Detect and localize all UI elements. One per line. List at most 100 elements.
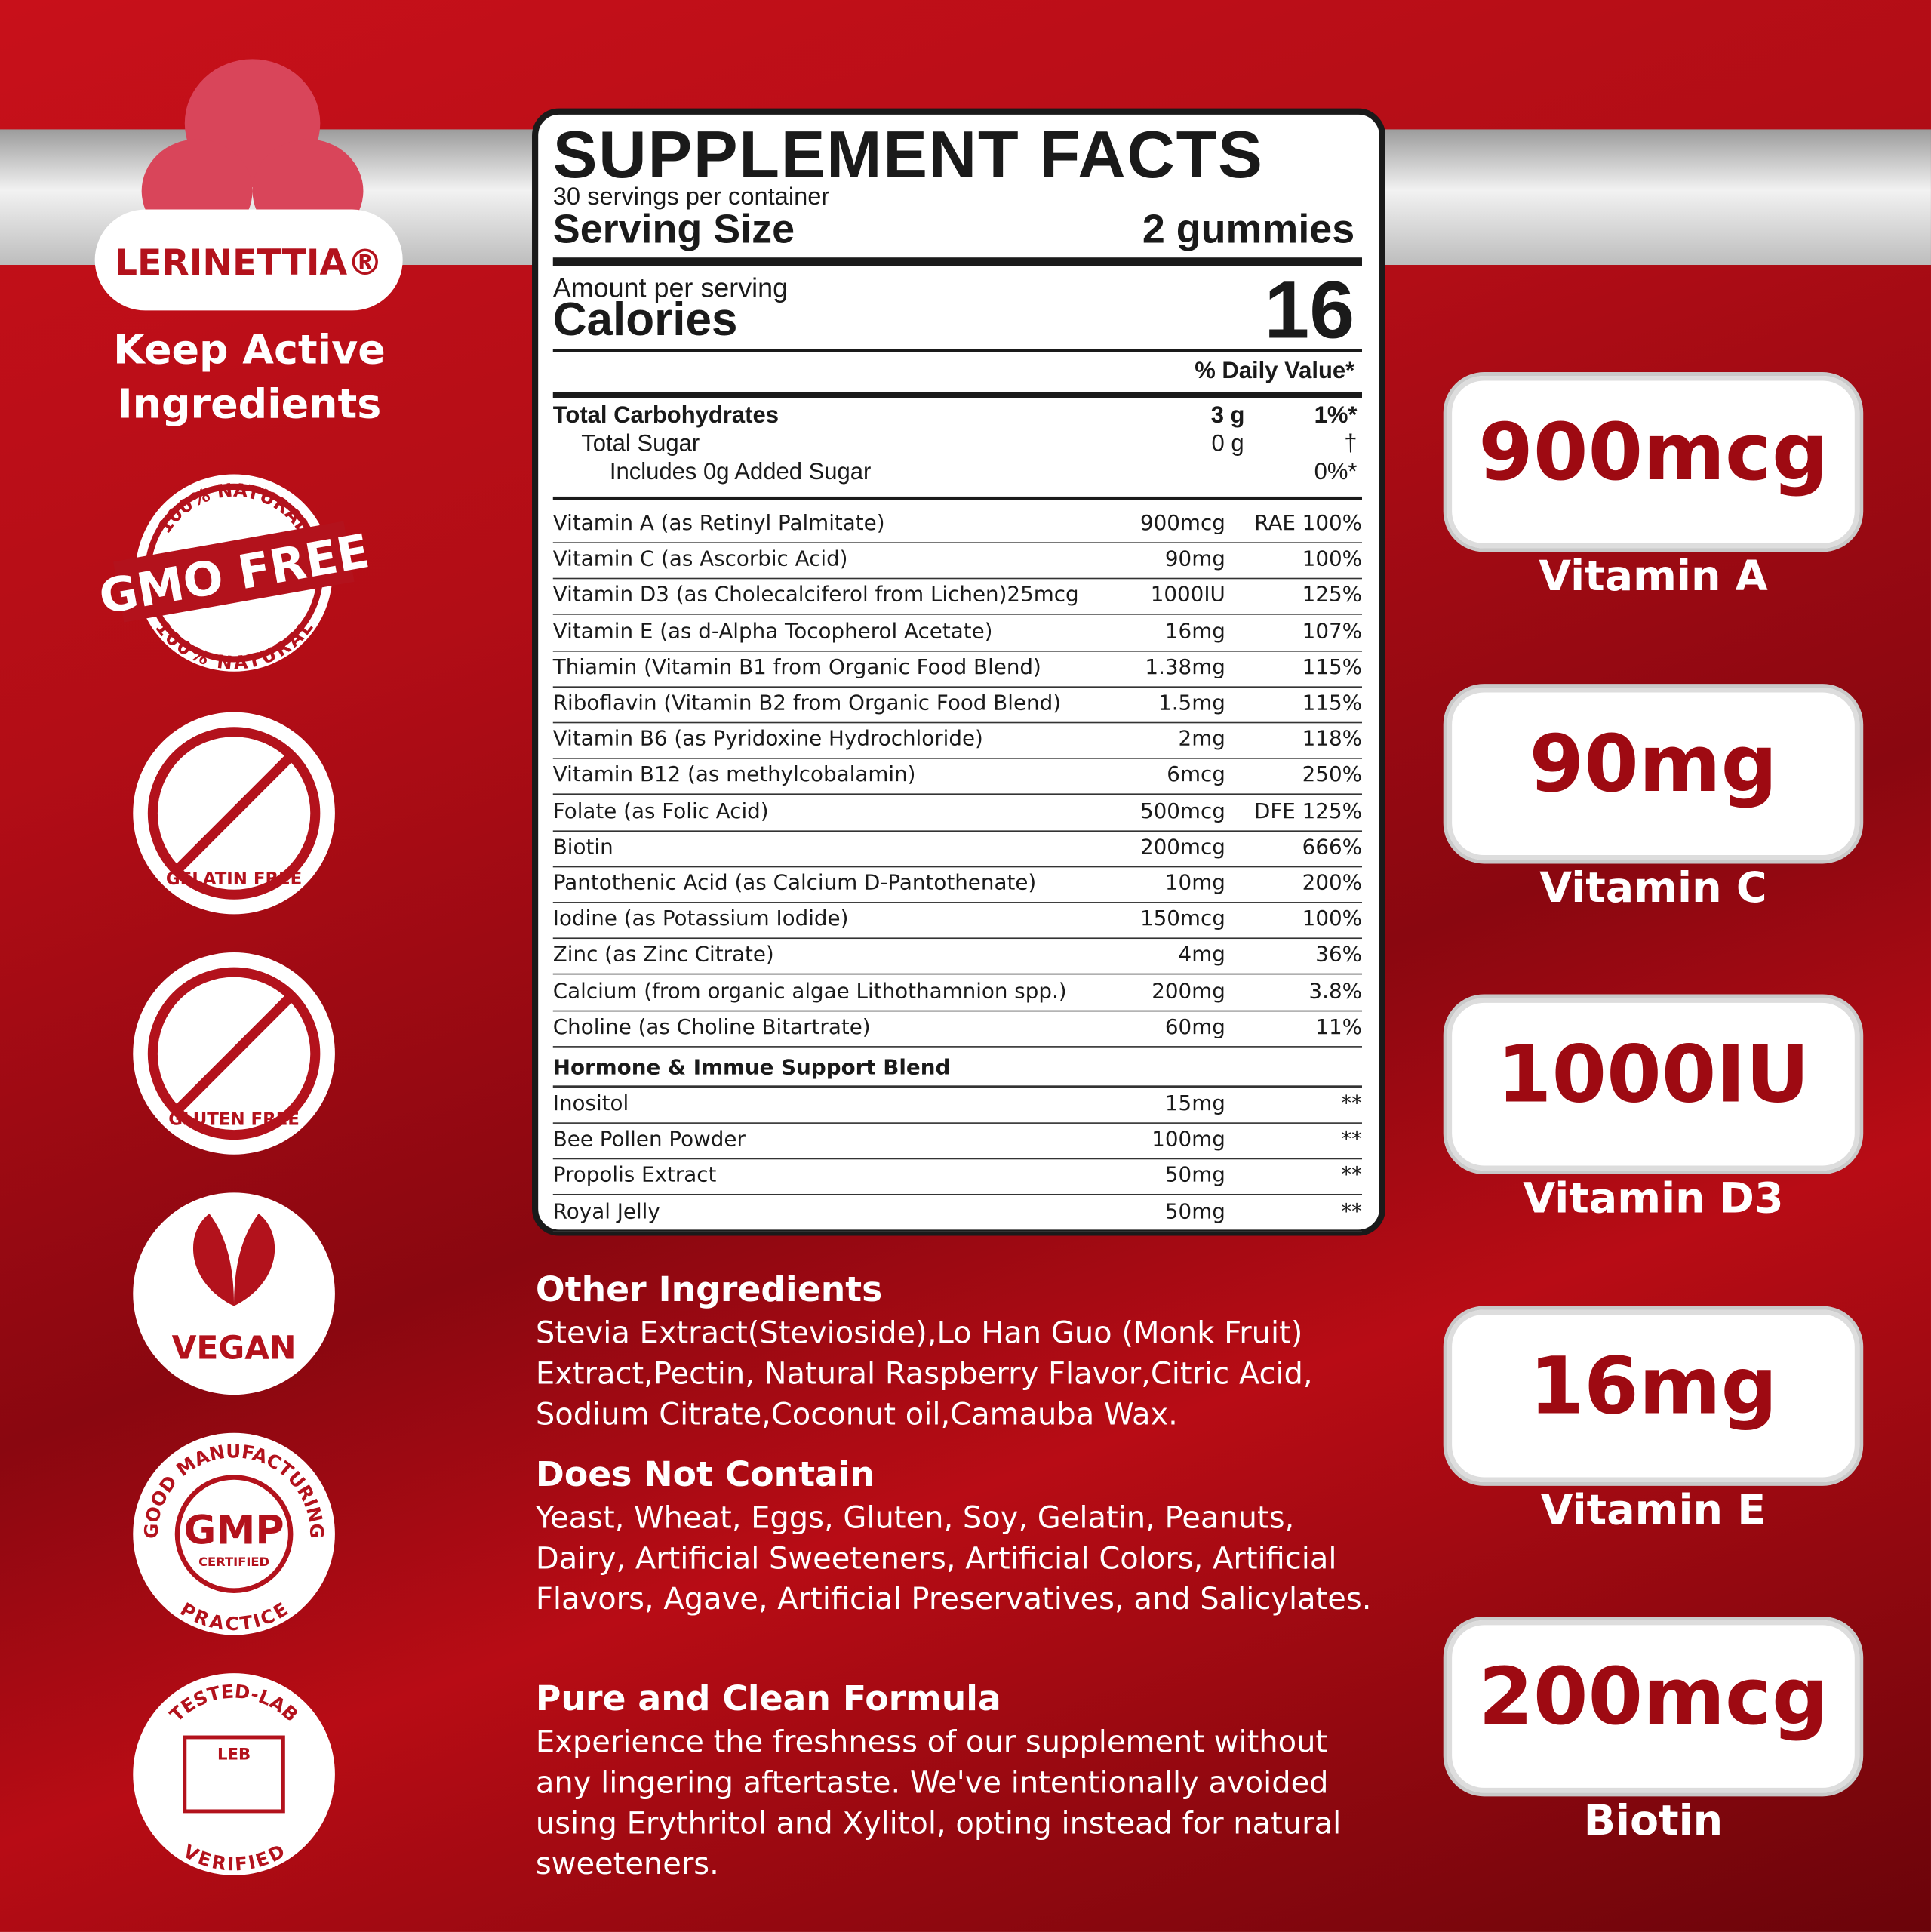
nutrient-name: Choline (as Choline Bitartrate) bbox=[552, 1014, 871, 1040]
nutrient-row: Propolis Extract 50mg ** bbox=[552, 1158, 1362, 1196]
rule bbox=[552, 496, 1362, 500]
nutrient-dv: 118% bbox=[1302, 727, 1362, 752]
nutrient-dv: RAE 100% bbox=[1254, 511, 1362, 537]
nutrient-dv: ** bbox=[1341, 1128, 1362, 1152]
brand-name: LERINETTIA® bbox=[115, 242, 383, 284]
info-section: Other Ingredients Stevia Extract(Steviosi… bbox=[536, 1269, 1385, 1435]
nutrient-name: Pantothenic Acid (as Calcium D-Pantothen… bbox=[552, 871, 1037, 896]
nutrient-row: Biotin 200mcg 666% bbox=[552, 830, 1362, 868]
info-section: Does Not Contain Yeast, Wheat, Eggs, Glut… bbox=[536, 1454, 1385, 1619]
nutrient-dv: 100% bbox=[1302, 906, 1362, 932]
section-title: Does Not Contain bbox=[535, 1454, 875, 1495]
carb-dv: 1%* bbox=[1314, 402, 1358, 429]
rule bbox=[552, 349, 1362, 352]
callout-box: 900mcg bbox=[1447, 375, 1860, 549]
callout-value: 900mcg bbox=[1478, 408, 1828, 500]
carb-dv: † bbox=[1344, 431, 1358, 457]
lab-badge: TESTED-LAB LEB VERIFIED bbox=[133, 1673, 335, 1875]
calories-value: 16 bbox=[1264, 263, 1355, 355]
section-text: Experience the freshness of our suppleme… bbox=[535, 1724, 1342, 1881]
nutrient-name: Riboflavin (Vitamin B2 from Organic Food… bbox=[552, 691, 1062, 716]
rule bbox=[552, 257, 1362, 266]
callout-label: Vitamin C bbox=[1539, 863, 1767, 912]
nutrient-amount: 100mg bbox=[1152, 1128, 1225, 1152]
nutrient-dv: 3.8% bbox=[1308, 979, 1362, 1004]
callout-box: 16mg bbox=[1447, 1309, 1860, 1482]
gelatin-badge: GELATIN FREE bbox=[133, 712, 335, 915]
info-section: Pure and Clean Formula Experience the fre… bbox=[536, 1678, 1385, 1884]
facts-title: SUPPLEMENT FACTS bbox=[552, 118, 1264, 192]
nutrient-name: Vitamin B6 (as Pyridoxine Hydrochloride) bbox=[552, 727, 983, 752]
nutrient-dv: 115% bbox=[1302, 691, 1362, 716]
nutrient-name: Vitamin D3 (as Cholecalciferol from Lich… bbox=[552, 583, 1079, 608]
nutrient-amount: 1.38mg bbox=[1145, 655, 1225, 680]
nutrient-name: Thiamin (Vitamin B1 from Organic Food Bl… bbox=[552, 655, 1041, 680]
nutrient-dv: 200% bbox=[1302, 871, 1362, 896]
nutrient-dv: 125% bbox=[1302, 583, 1362, 608]
callout-value: 90mg bbox=[1529, 718, 1778, 811]
nutrient-row: Folate (as Folic Acid) 500mcg DFE 125% bbox=[552, 794, 1362, 832]
carb-name: Total Carbohydrates bbox=[552, 402, 779, 429]
carb-amount: 0 g bbox=[1211, 431, 1244, 457]
callout-box: 1000IU bbox=[1447, 998, 1860, 1171]
nutrient-dv: 36% bbox=[1315, 943, 1362, 968]
nutrient-dv: ** bbox=[1341, 1091, 1362, 1117]
nutrient-dv: 107% bbox=[1302, 619, 1362, 645]
nutrient-dv: 250% bbox=[1302, 763, 1362, 788]
nutrient-amount: 50mg bbox=[1164, 1163, 1225, 1189]
nutrient-row: Choline (as Choline Bitartrate) 60mg 11% bbox=[552, 1010, 1362, 1048]
nutrient-row: Riboflavin (Vitamin B2 from Organic Food… bbox=[552, 686, 1362, 724]
nutrient-dv: ** bbox=[1341, 1199, 1362, 1225]
section-title: Pure and Clean Formula bbox=[535, 1678, 1001, 1719]
nutrient-name: Calcium (from organic algae Lithothamnio… bbox=[552, 979, 1067, 1004]
nutrient-dv: 115% bbox=[1302, 655, 1362, 680]
carb-amount: 3 g bbox=[1210, 402, 1245, 429]
nutrient-dv: 100% bbox=[1302, 547, 1362, 572]
rule bbox=[552, 1085, 1362, 1088]
callout-label: Vitamin E bbox=[1540, 1485, 1766, 1535]
nutrient-name: Inositol bbox=[552, 1091, 629, 1117]
badge-text: CERTIFIED bbox=[198, 1555, 269, 1569]
nutrient-row: Royal Jelly 50mg ** bbox=[552, 1195, 1362, 1232]
serving-size-label: Serving Size bbox=[552, 205, 795, 252]
nutrient-amount: 16mg bbox=[1164, 619, 1225, 645]
callout-box: 90mg bbox=[1447, 687, 1860, 860]
gmo-badge: 100% NATURAL GMO FREE 100% NATURAL bbox=[95, 474, 374, 674]
nutrient-amount: 60mg bbox=[1164, 1014, 1225, 1040]
amount-per-serving: Amount per serving bbox=[552, 272, 789, 303]
vegan-badge: VEGAN bbox=[133, 1192, 335, 1395]
callout-label: Biotin bbox=[1583, 1796, 1723, 1846]
callout-value: 200mcg bbox=[1478, 1652, 1828, 1744]
nutrient-row: Pantothenic Acid (as Calcium D-Pantothen… bbox=[552, 866, 1362, 903]
nutrient-amount: 900mcg bbox=[1139, 511, 1225, 537]
nutrient-name: Zinc (as Zinc Citrate) bbox=[552, 943, 774, 968]
nutrient-dv: DFE 125% bbox=[1253, 798, 1362, 824]
nutrient-name: Bee Pollen Powder bbox=[552, 1128, 746, 1152]
supplement-facts: SUPPLEMENT FACTS 30 servings per contain… bbox=[532, 108, 1386, 1236]
nutrient-name: Royal Jelly bbox=[552, 1199, 660, 1225]
servings: 30 servings per container bbox=[552, 183, 830, 211]
callout-label: Vitamin A bbox=[1539, 552, 1768, 601]
nutrient-amount: 15mg bbox=[1164, 1091, 1225, 1117]
callout-box: 200mcg bbox=[1447, 1620, 1860, 1793]
section-title: Other Ingredients bbox=[535, 1269, 883, 1310]
gluten-badge: GLUTEN FREE bbox=[133, 952, 335, 1155]
nutrient-row: Zinc (as Zinc Citrate) 4mg 36% bbox=[552, 938, 1362, 976]
nutrient-row: Inositol 15mg ** bbox=[552, 1087, 1362, 1124]
nutrient-amount: 200mcg bbox=[1139, 835, 1225, 860]
nutrient-name: Vitamin B12 (as methylcobalamin) bbox=[552, 763, 916, 788]
nutrient-amount: 10mg bbox=[1164, 871, 1225, 896]
nutrient-name: Vitamin C (as Ascorbic Acid) bbox=[552, 547, 848, 572]
calories-label: Calories bbox=[552, 294, 738, 346]
nutrient-row: Vitamin D3 (as Cholecalciferol from Lich… bbox=[552, 578, 1362, 616]
badge-text: GELATIN FREE bbox=[166, 869, 302, 889]
nutrient-row: Vitamin B12 (as methylcobalamin) 6mcg 250% bbox=[552, 758, 1362, 795]
nutrient-row: Calcium (from organic algae Lithothamnio… bbox=[552, 974, 1362, 1011]
brand-pill bbox=[94, 209, 403, 311]
nutrient-dv: 11% bbox=[1315, 1014, 1362, 1040]
tagline: Keep Active Ingredients bbox=[113, 325, 386, 428]
nutrient-name: Vitamin E (as d-Alpha Tocopherol Acetate… bbox=[552, 619, 993, 645]
nutrient-amount: 90mg bbox=[1164, 547, 1225, 572]
nutrient-amount: 150mcg bbox=[1139, 906, 1225, 932]
